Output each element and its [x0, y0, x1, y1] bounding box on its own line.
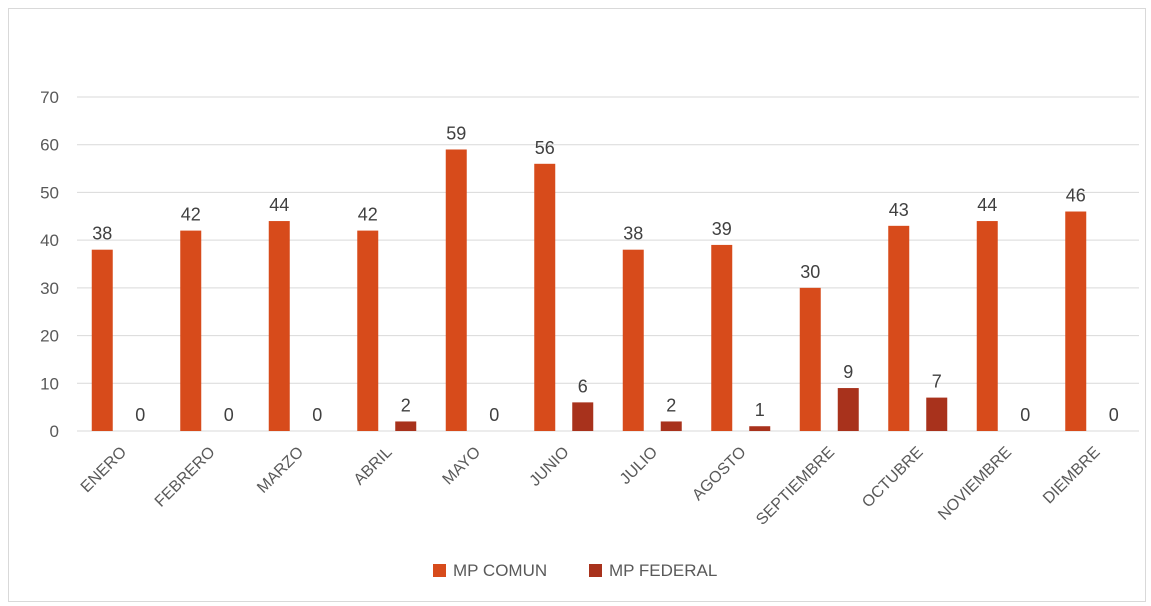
data-labels: 38 0 42 0 44 0 42 2 59 0 56 6 38 2 39 1 30 9 43 7 44 0 46 0	[92, 123, 1119, 425]
data-label: 6	[578, 376, 588, 396]
bar-mp-comun	[445, 149, 467, 431]
bar-mp-federal	[572, 402, 594, 431]
x-category-label: MAYO	[440, 444, 485, 489]
data-label: 0	[1020, 405, 1030, 425]
y-tick-label: 70	[40, 88, 59, 107]
data-label: 0	[224, 405, 234, 425]
x-category-label: ENERO	[78, 444, 130, 496]
data-label: 38	[92, 224, 112, 244]
y-tick-label: 20	[40, 327, 59, 346]
data-label: 42	[181, 205, 201, 225]
bar-mp-federal	[926, 397, 948, 431]
bar-mp-comun	[357, 230, 379, 431]
y-tick-label: 50	[40, 183, 59, 202]
legend-label: MP FEDERAL	[609, 561, 717, 580]
bar-mp-federal	[660, 421, 682, 431]
bar-mp-comun	[91, 249, 113, 431]
legend-swatch-mp-federal	[589, 564, 602, 577]
x-category-label: JULIO	[617, 444, 661, 488]
bar-mp-federal	[837, 388, 859, 431]
x-category-label: FEBRERO	[152, 444, 219, 511]
data-label: 1	[755, 400, 765, 420]
bar-mp-comun	[1065, 211, 1087, 431]
bar-mp-comun	[711, 244, 733, 431]
x-category-label: NOVIEMBRE	[935, 444, 1015, 524]
bar-mp-comun	[976, 221, 998, 431]
data-label: 0	[135, 405, 145, 425]
y-tick-label: 60	[40, 136, 59, 155]
gridlines	[77, 96, 1139, 432]
bar-mp-comun	[180, 230, 202, 431]
bar-mp-federal	[395, 421, 417, 431]
data-label: 0	[489, 405, 499, 425]
data-label: 2	[401, 395, 411, 415]
data-label: 46	[1066, 186, 1086, 206]
bar-mp-comun	[799, 287, 821, 431]
x-category-label: DIEMBRE	[1040, 444, 1104, 508]
y-axis-tick-labels: 0 10 20 30 40 50 60 70	[40, 88, 59, 441]
y-tick-label: 10	[40, 374, 59, 393]
legend-label: MP COMUN	[453, 561, 547, 580]
data-label: 56	[535, 138, 555, 158]
y-tick-label: 30	[40, 279, 59, 298]
x-category-label: OCTUBRE	[859, 444, 926, 511]
x-axis-category-labels: ENERO FEBRERO MARZO ABRIL MAYO JUNIO JULIO AGOS…	[78, 444, 1104, 529]
data-label: 2	[666, 395, 676, 415]
x-category-label: SEPTIEMBRE	[753, 444, 838, 529]
y-tick-label: 40	[40, 231, 59, 250]
legend: MP COMUN MP FEDERAL	[433, 561, 717, 580]
data-label: 44	[269, 195, 289, 215]
chart-frame: 0 10 20 30 40 50 60 70 38 0 42 0 44 0 42 2 59 0 56 6 38 2 39 1…	[8, 8, 1146, 602]
x-category-label: ABRIL	[351, 444, 396, 489]
bar-mp-federal	[749, 426, 771, 431]
x-category-label: MARZO	[254, 444, 307, 497]
data-label: 7	[932, 372, 942, 392]
legend-swatch-mp-comun	[433, 564, 446, 577]
x-category-label: AGOSTO	[689, 444, 749, 504]
data-label: 39	[712, 219, 732, 239]
bar-mp-comun	[534, 163, 556, 432]
data-label: 0	[1109, 405, 1119, 425]
data-label: 0	[312, 405, 322, 425]
data-label: 9	[843, 362, 853, 382]
x-category-label: JUNIO	[527, 444, 573, 490]
bar-mp-comun	[268, 221, 290, 431]
bar-mp-comun	[888, 225, 910, 431]
bars	[91, 149, 1087, 432]
data-label: 59	[446, 123, 466, 143]
data-label: 44	[977, 195, 997, 215]
data-label: 42	[358, 205, 378, 225]
bar-mp-comun	[622, 249, 644, 431]
data-label: 43	[889, 200, 909, 220]
data-label: 38	[623, 224, 643, 244]
y-tick-label: 0	[50, 422, 59, 441]
data-label: 30	[800, 262, 820, 282]
